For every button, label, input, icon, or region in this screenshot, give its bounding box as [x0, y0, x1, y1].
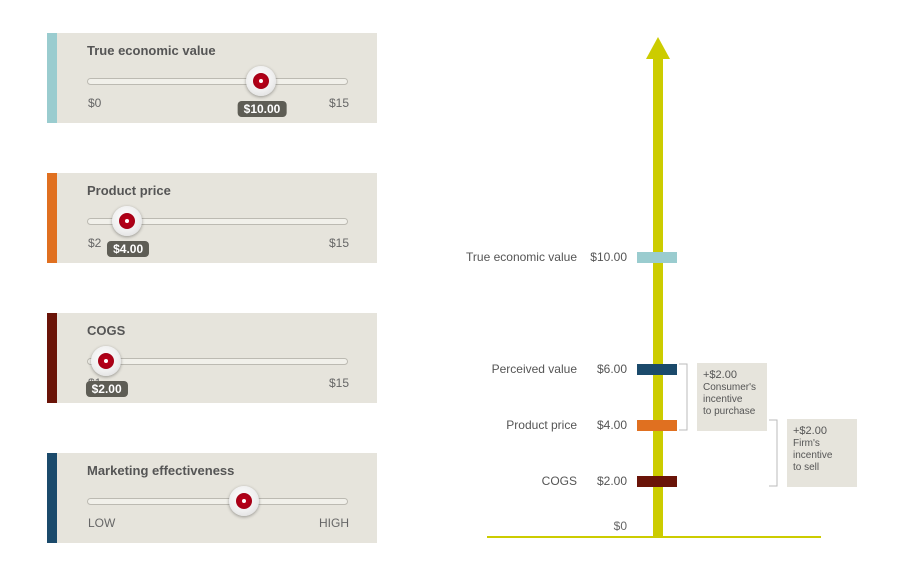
- marker-value-label: $4.00: [597, 418, 627, 432]
- knob-dot-icon: [97, 353, 114, 369]
- annotation-text: to purchase: [703, 406, 756, 417]
- annotation-text: incentive: [793, 450, 833, 461]
- marker-value-label: $2.00: [597, 474, 627, 488]
- true-economic-value-slider-panel: True economic value $0 $15 $10.00: [47, 33, 377, 123]
- slider-value-badge: $10.00: [237, 101, 287, 117]
- panel-color-stripe: [47, 33, 57, 123]
- slider-max-label: $15: [328, 376, 349, 390]
- chart-value-axis: [653, 57, 663, 537]
- slider-track[interactable]: [87, 498, 348, 505]
- marker-label: Product price: [506, 418, 577, 432]
- annotation-amount: +$2.00: [793, 425, 827, 437]
- slider-max-label: $15: [328, 236, 349, 250]
- annotation-bracket: [769, 419, 778, 487]
- slider-min-label: LOW: [88, 516, 116, 530]
- axis-arrow-icon: [646, 37, 670, 59]
- annotation-amount: +$2.00: [703, 369, 737, 381]
- slider-value-badge: $4.00: [107, 241, 150, 257]
- annotation-box: [787, 419, 857, 487]
- marketing-effectiveness-slider-panel: Marketing effectiveness LOW HIGH: [47, 453, 377, 543]
- marker-value-label: $6.00: [597, 362, 627, 376]
- slider-track[interactable]: [87, 78, 348, 85]
- cogs-slider-panel: COGS $1 $15 $2.00: [47, 313, 377, 403]
- marker-bar: [637, 420, 677, 431]
- marker-label: True economic value: [466, 250, 577, 264]
- slider-max-label: HIGH: [319, 516, 349, 530]
- slider-knob[interactable]: [246, 66, 276, 96]
- slider-max-label: $15: [328, 96, 349, 110]
- slider-knob[interactable]: [90, 346, 121, 376]
- zero-label: $0: [614, 519, 628, 533]
- annotation-text: Consumer's: [703, 382, 756, 393]
- knob-dot-icon: [235, 493, 252, 509]
- slider-track[interactable]: [87, 358, 348, 365]
- annotation-text: to sell: [793, 462, 819, 473]
- slider-min-label: $2: [88, 236, 102, 250]
- marker-value-label: $10.00: [590, 250, 627, 264]
- knob-dot-icon: [119, 213, 136, 229]
- slider-track[interactable]: [87, 218, 348, 225]
- slider-title: COGS: [87, 323, 126, 338]
- marker-label: Perceived value: [492, 362, 578, 376]
- annotation-text: incentive: [703, 394, 743, 405]
- slider-title: True economic value: [87, 43, 216, 58]
- marker-label: COGS: [542, 474, 577, 488]
- panel-color-stripe: [47, 453, 57, 543]
- panel-color-stripe: [47, 313, 57, 403]
- slider-value-badge: $2.00: [85, 381, 128, 397]
- product-price-slider-panel: Product price $2 $15 $4.00: [47, 173, 377, 263]
- slider-min-label: $0: [88, 96, 102, 110]
- slider-knob[interactable]: [228, 486, 259, 516]
- annotation-bracket: [679, 363, 688, 431]
- annotation-box: [697, 363, 767, 431]
- slider-title: Product price: [87, 183, 171, 198]
- panel-color-stripe: [47, 173, 57, 263]
- marker-bar: [637, 476, 677, 487]
- slider-knob[interactable]: [112, 206, 143, 236]
- knob-dot-icon: [253, 73, 269, 89]
- marker-bar: [637, 252, 677, 263]
- slider-title: Marketing effectiveness: [87, 463, 235, 478]
- marker-bar: [637, 364, 677, 375]
- annotation-text: Firm's: [793, 438, 820, 449]
